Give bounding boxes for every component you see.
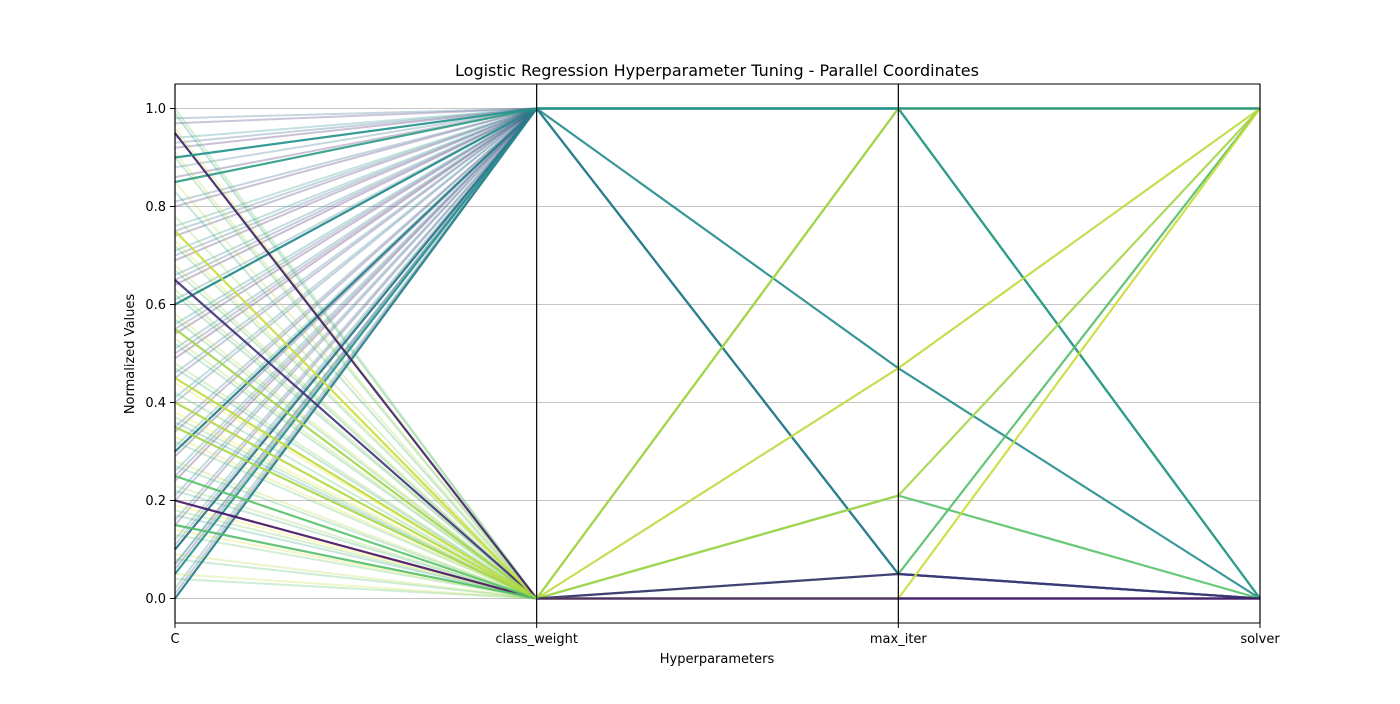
c-line-59 [174, 293, 538, 600]
c-line-75 [174, 107, 537, 208]
c-line-32 [174, 440, 538, 600]
c-line-76 [174, 107, 537, 203]
c-line-84 [174, 107, 537, 144]
c-line-9 [174, 553, 537, 600]
x-tick-label-class_weight: class_weight [495, 632, 578, 647]
c-line-45 [174, 367, 538, 600]
y-tick-label-2: 0.4 [145, 396, 166, 411]
series-line-14 [174, 132, 1260, 600]
c-line-83 [174, 107, 537, 149]
c-line-81 [174, 156, 538, 600]
x-axis-label: Hyperparameters [660, 652, 775, 667]
c-line-55 [174, 318, 538, 600]
c-line-3 [174, 577, 537, 600]
y-tick-label-0: 0.0 [145, 592, 166, 607]
c-line-90 [174, 112, 538, 600]
c-line-77 [174, 191, 538, 600]
c-line-46 [174, 362, 538, 600]
y-tick-label-4: 0.8 [145, 200, 166, 215]
c-line-26 [174, 107, 538, 472]
y-tick-label-5: 1.0 [145, 102, 166, 117]
c-line-52 [174, 107, 538, 335]
c-line-18 [174, 509, 537, 600]
c-line-71 [174, 107, 537, 237]
c-line-80 [174, 107, 537, 169]
c-line-63 [174, 107, 538, 277]
c-line-50 [174, 342, 538, 600]
c-line-23 [174, 484, 537, 600]
c-line-69 [174, 244, 538, 600]
c-line-47 [174, 107, 538, 360]
c-line-34 [174, 107, 538, 433]
c-line-89 [174, 107, 537, 120]
series-line-4 [174, 107, 1261, 600]
c-line-65 [174, 264, 538, 600]
series-line-16 [174, 107, 1260, 159]
x-tick-label-C: C [170, 632, 179, 647]
c-line-68 [174, 107, 538, 252]
c-line-17 [174, 514, 537, 600]
c-line-61 [174, 107, 538, 286]
c-line-48 [174, 107, 538, 355]
c-line-88 [174, 107, 537, 125]
c-line-73 [174, 107, 537, 228]
x-tick-label-solver: solver [1240, 632, 1280, 647]
c-line-37 [174, 416, 538, 600]
series-line-12 [174, 279, 1261, 600]
c-line-70 [174, 240, 538, 600]
c-line-62 [174, 107, 538, 281]
c-line-40 [174, 107, 538, 399]
c-line-28 [174, 460, 538, 600]
c-line-78 [174, 181, 538, 600]
y-axis-label: Normalized Values [123, 294, 138, 415]
c-line-82 [174, 151, 538, 600]
y-tick-label-1: 0.2 [145, 494, 166, 509]
c-line-85 [174, 107, 537, 139]
c-line-13 [174, 533, 537, 600]
y-tick-label-3: 0.6 [145, 298, 166, 313]
series-lines [174, 106, 1261, 601]
c-line-66 [174, 107, 538, 262]
c-line-16 [174, 107, 538, 521]
c-line-67 [174, 107, 538, 257]
series-line-8 [174, 107, 1261, 600]
c-line-33 [174, 435, 538, 600]
c-line-44 [174, 107, 538, 374]
c-line-4 [174, 573, 537, 600]
c-line-8 [174, 558, 537, 600]
y-tick-labels: 0.0 0.2 0.4 0.6 0.8 1.0 [145, 102, 175, 607]
c-line-51 [174, 337, 538, 600]
c-line-74 [174, 215, 538, 600]
c-line-54 [174, 107, 538, 325]
series-line-10 [174, 107, 1261, 600]
c-line-56 [174, 313, 538, 600]
c-line-27 [174, 465, 538, 600]
plot-frame [174, 83, 1261, 624]
c-line-60 [174, 289, 538, 600]
c-line-49 [174, 107, 538, 350]
c-line-64 [174, 269, 538, 600]
c-line-39 [174, 107, 538, 404]
x-tick-label-max_iter: max_iter [870, 632, 928, 647]
c-line-21 [174, 107, 538, 497]
c-line-22 [174, 489, 537, 600]
chart-title: Logistic Regression Hyperparameter Tunin… [455, 61, 979, 80]
c-line-38 [174, 411, 538, 600]
c-line-41 [174, 391, 538, 600]
c-line-24 [174, 107, 538, 482]
